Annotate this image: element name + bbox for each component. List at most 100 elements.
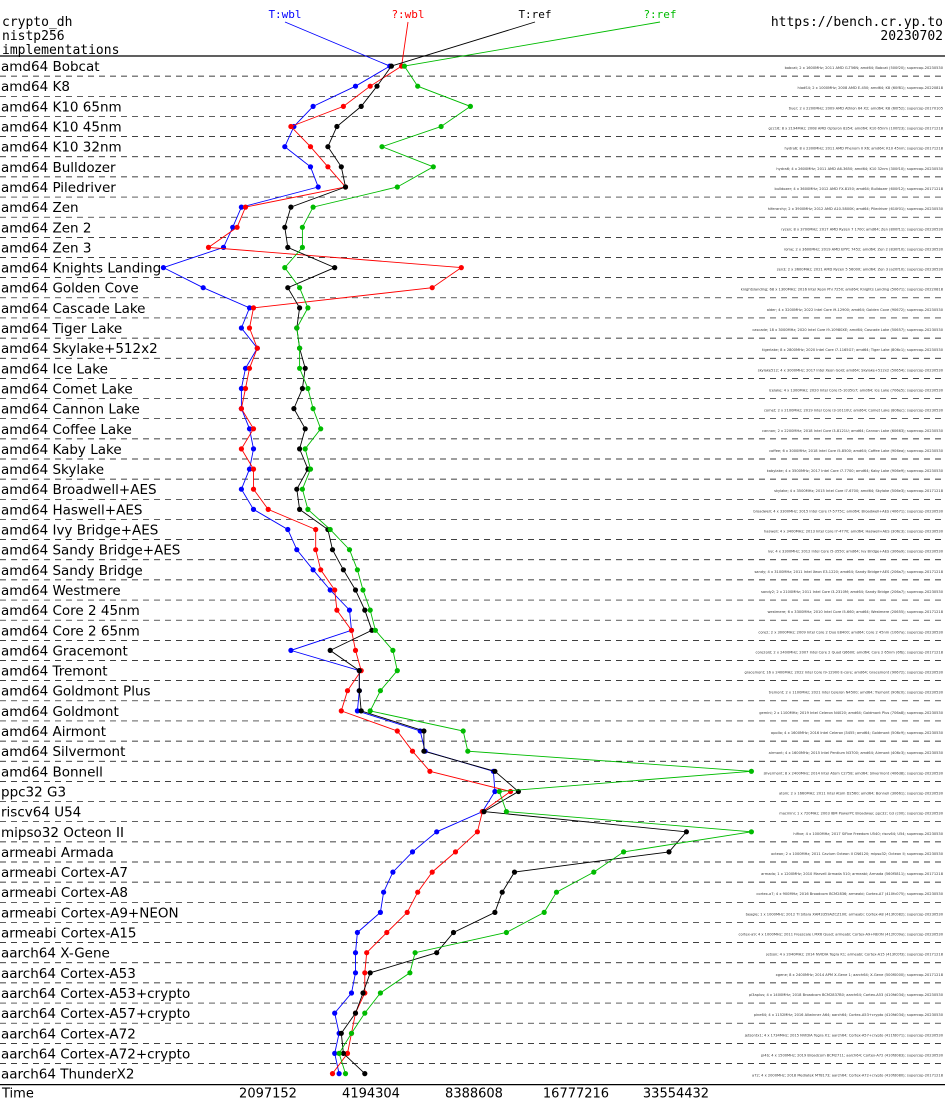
- data-point: [338, 164, 344, 170]
- primitive-name: crypto_dh: [2, 15, 73, 30]
- data-point: [352, 587, 359, 593]
- row-label: amd64 Zen: [1, 200, 79, 216]
- data-point: [238, 406, 244, 412]
- data-point: [481, 809, 487, 815]
- row-label: amd64 Sandy Bridge: [1, 563, 143, 579]
- row-annotation: a72; 4 x 2000MHz; 2018 Mediatek MT8173; …: [752, 1074, 944, 1078]
- data-point: [242, 385, 249, 392]
- row-annotation: sandy2; 2 x 2100MHz; 2011 Intel Core i3-…: [761, 590, 944, 594]
- data-point: [200, 285, 206, 291]
- row-label: armeabi Cortex-A8: [1, 885, 128, 901]
- data-point: [452, 849, 459, 855]
- data-point: [302, 446, 308, 452]
- data-point: [288, 647, 294, 654]
- data-point: [474, 829, 480, 835]
- row-label: amd64 K8: [1, 79, 70, 95]
- data-point: [342, 1071, 349, 1077]
- row-label: amd64 Westmere: [1, 583, 121, 599]
- data-point: [285, 244, 291, 250]
- data-point: [242, 365, 249, 371]
- row-annotation: ryzen; 8 x 3700MHz; 2017 AMD Ryzen 7 170…: [781, 227, 944, 231]
- legend-leader: [391, 21, 536, 67]
- data-point: [282, 224, 288, 230]
- data-point: [327, 647, 333, 654]
- data-point: [360, 990, 366, 996]
- legend-leader: [404, 21, 661, 67]
- data-point: [288, 204, 294, 210]
- row-annotation: coffee; 6 x 3000MHz; 2018 Intel Core i5-…: [769, 449, 944, 453]
- row-label: amd64 Cascade Lake: [1, 301, 146, 317]
- data-point: [460, 728, 466, 734]
- data-point: [503, 929, 509, 936]
- data-point: [354, 567, 360, 573]
- data-point: [334, 607, 340, 613]
- data-point: [307, 144, 314, 150]
- row-annotation: pi3aplus; 4 x 1400MHz; 2018 Broadcom BCM…: [749, 993, 944, 997]
- data-point: [238, 446, 244, 452]
- row-label: aarch64 Cortex-A72+crypto: [1, 1046, 190, 1062]
- row-label: amd64 Skylake: [1, 462, 104, 478]
- data-point: [282, 144, 288, 150]
- data-point: [362, 1071, 368, 1077]
- row-label: amd64 Zen 2: [1, 220, 91, 236]
- row-annotation: comet; 2 x 2100MHz; 2019 Intel Core i3-1…: [764, 409, 944, 413]
- data-point: [340, 103, 346, 109]
- row-annotation: core2; 2 x 3000MHz; 2009 Intel Core 2 Du…: [758, 630, 943, 634]
- data-point: [346, 607, 353, 613]
- data-point: [302, 365, 308, 371]
- row-annotation: bulldozer; 4 x 3600MHz; 2012 AMD FX-8150…: [774, 187, 943, 191]
- data-point: [238, 486, 244, 492]
- row-annotation: jetsontx1; 4 x 1734MHz; 2015 NVIDIA Tegr…: [744, 1033, 944, 1037]
- row-annotation: cascade; 18 x 3000MHz; 2020 Intel Core i…: [752, 328, 943, 332]
- row-label: ppc32 G3: [1, 784, 66, 800]
- row-annotation: bobcat; 2 x 1600MHz; 2011 AMD G-T56N; am…: [785, 66, 944, 70]
- row-label: amd64 Knights Landing: [1, 261, 161, 277]
- legend-entry: ?:ref: [643, 8, 676, 21]
- data-point: [492, 768, 498, 774]
- row-annotation: tremont; 2 x 1100MHz; 2021 Intel Celeron…: [769, 691, 944, 695]
- row-annotation: zen3; 2 x 3600MHz; 2021 AMD Ryzen 5 5600…: [777, 268, 944, 272]
- data-point: [344, 1050, 351, 1056]
- report-date: 20230702: [880, 29, 943, 44]
- legend-leader: [401, 21, 409, 67]
- legend-entry: T:wbl: [268, 8, 301, 21]
- row-label: aarch64 Cortex-A53+crypto: [1, 986, 190, 1002]
- data-point: [499, 889, 505, 895]
- data-point: [364, 950, 370, 956]
- row-label: amd64 Zen 3: [1, 240, 91, 256]
- row-annotation: sandy; 4 x 3100MHz; 2011 Intel Xeon E3-1…: [754, 570, 943, 574]
- data-point: [507, 788, 514, 795]
- data-point: [377, 688, 383, 694]
- row-label: aarch64 Cortex-A72: [1, 1026, 136, 1042]
- data-point: [354, 929, 360, 936]
- row-label: amd64 Cannon Lake: [1, 402, 140, 418]
- data-point: [356, 688, 362, 694]
- data-point: [291, 406, 297, 412]
- data-point: [352, 83, 359, 89]
- data-point: [325, 144, 331, 150]
- row-label: amd64 Goldmont Plus: [1, 684, 151, 700]
- row-label: amd64 Ice Lake: [1, 361, 108, 377]
- row-annotation: tiuer; 2 x 2200MHz; 2009 AMD Athlon 64 X…: [789, 106, 943, 110]
- data-point: [246, 365, 253, 371]
- data-point: [310, 406, 316, 412]
- x-tick-label: 16777216: [543, 1087, 609, 1102]
- data-point: [205, 244, 212, 250]
- data-point: [352, 1010, 359, 1016]
- row-label: amd64 Bulldozer: [1, 160, 116, 176]
- data-point: [297, 345, 303, 351]
- row-label: amd64 Kaby Lake: [1, 442, 122, 458]
- data-point: [250, 506, 257, 512]
- data-point: [310, 204, 316, 210]
- data-point: [305, 305, 311, 311]
- site-url[interactable]: https://bench.cr.yp.to: [770, 15, 943, 30]
- data-point: [340, 1050, 346, 1056]
- data-point: [338, 1030, 344, 1036]
- data-point: [362, 607, 368, 613]
- data-point: [541, 909, 547, 916]
- data-point: [438, 123, 444, 130]
- data-point: [748, 829, 755, 835]
- row-label: amd64 Tremont: [1, 664, 108, 680]
- data-point: [465, 748, 471, 754]
- x-axis-label: Time: [1, 1087, 34, 1102]
